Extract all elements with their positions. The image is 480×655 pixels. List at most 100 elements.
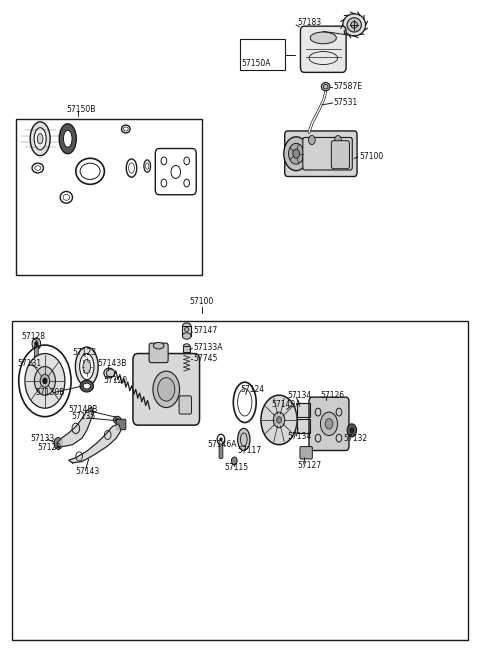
Circle shape (276, 417, 281, 423)
Circle shape (25, 354, 65, 408)
Text: 57135: 57135 (71, 412, 96, 421)
Circle shape (158, 378, 175, 401)
Ellipse shape (63, 130, 72, 147)
Ellipse shape (106, 369, 115, 377)
Text: 57133: 57133 (31, 434, 55, 443)
Circle shape (288, 143, 304, 164)
Text: 57117: 57117 (238, 446, 262, 455)
Text: 57147: 57147 (193, 326, 217, 335)
Ellipse shape (182, 323, 191, 329)
Ellipse shape (80, 380, 94, 392)
Bar (240, 39, 285, 71)
Circle shape (325, 419, 333, 429)
Ellipse shape (182, 333, 191, 339)
Text: 57124: 57124 (240, 385, 264, 394)
FancyBboxPatch shape (300, 26, 346, 72)
Ellipse shape (184, 328, 189, 331)
Text: 57133A: 57133A (193, 343, 223, 352)
Circle shape (261, 395, 297, 445)
Text: 57126: 57126 (320, 391, 344, 400)
FancyBboxPatch shape (182, 326, 191, 336)
Circle shape (57, 441, 60, 445)
Text: 57123: 57123 (72, 348, 96, 357)
Circle shape (231, 457, 237, 465)
FancyBboxPatch shape (219, 444, 223, 458)
FancyBboxPatch shape (285, 131, 357, 176)
Text: 57100: 57100 (359, 153, 383, 162)
Circle shape (335, 136, 341, 145)
Ellipse shape (30, 122, 50, 156)
Text: 57100: 57100 (190, 297, 214, 306)
Text: 57146A: 57146A (208, 440, 237, 449)
Text: 57130B: 57130B (36, 388, 65, 397)
Text: 57134: 57134 (288, 432, 312, 441)
Circle shape (54, 438, 62, 449)
Bar (16, 119, 202, 276)
Text: 57132: 57132 (344, 434, 368, 443)
Text: 57128: 57128 (21, 332, 45, 341)
Ellipse shape (34, 128, 46, 150)
Circle shape (273, 412, 285, 428)
FancyBboxPatch shape (35, 346, 38, 358)
Circle shape (284, 137, 309, 171)
Text: 57115: 57115 (225, 463, 249, 472)
Ellipse shape (183, 344, 190, 349)
Circle shape (43, 379, 47, 383)
FancyBboxPatch shape (300, 447, 312, 459)
Circle shape (347, 424, 357, 437)
FancyBboxPatch shape (309, 397, 349, 451)
Ellipse shape (115, 419, 119, 422)
Circle shape (153, 371, 180, 407)
Text: 57149A: 57149A (271, 400, 300, 409)
Ellipse shape (83, 360, 91, 374)
Polygon shape (297, 419, 311, 433)
Circle shape (321, 412, 337, 436)
Bar (12, 321, 468, 640)
Text: 57587E: 57587E (333, 82, 362, 91)
Text: 57150A: 57150A (241, 60, 270, 68)
Polygon shape (57, 407, 94, 447)
Ellipse shape (59, 124, 76, 154)
Circle shape (35, 342, 38, 346)
FancyBboxPatch shape (303, 138, 352, 170)
Text: 57127: 57127 (297, 461, 321, 470)
Ellipse shape (238, 428, 250, 451)
Ellipse shape (37, 134, 43, 144)
Polygon shape (69, 424, 121, 463)
FancyBboxPatch shape (331, 141, 349, 169)
Circle shape (40, 375, 49, 387)
Ellipse shape (322, 83, 330, 91)
Ellipse shape (75, 347, 98, 386)
Text: 57183: 57183 (297, 18, 321, 28)
Circle shape (350, 428, 354, 433)
Text: 57120: 57120 (103, 376, 127, 384)
Circle shape (309, 136, 315, 145)
Ellipse shape (80, 354, 94, 379)
Text: 57150B: 57150B (66, 105, 96, 114)
Circle shape (220, 438, 222, 441)
Ellipse shape (347, 18, 361, 32)
Text: 57143B: 57143B (97, 360, 127, 369)
Ellipse shape (343, 14, 366, 36)
Ellipse shape (154, 343, 164, 349)
Circle shape (35, 367, 55, 395)
Circle shape (32, 338, 41, 350)
Text: 57148B: 57148B (69, 405, 98, 414)
Circle shape (293, 149, 300, 159)
Ellipse shape (113, 417, 121, 424)
Bar (184, 356, 190, 362)
FancyBboxPatch shape (149, 343, 168, 363)
Ellipse shape (310, 32, 336, 44)
Text: 57745: 57745 (193, 354, 218, 364)
Text: 57531: 57531 (333, 98, 358, 107)
FancyBboxPatch shape (133, 354, 200, 425)
Text: 57129: 57129 (38, 443, 62, 452)
FancyBboxPatch shape (116, 419, 126, 430)
Text: 57143: 57143 (76, 468, 100, 476)
Polygon shape (297, 403, 311, 417)
Ellipse shape (83, 383, 90, 389)
FancyBboxPatch shape (179, 396, 192, 414)
Text: 57131: 57131 (18, 359, 42, 368)
Text: 57134: 57134 (288, 391, 312, 400)
FancyBboxPatch shape (183, 346, 190, 352)
